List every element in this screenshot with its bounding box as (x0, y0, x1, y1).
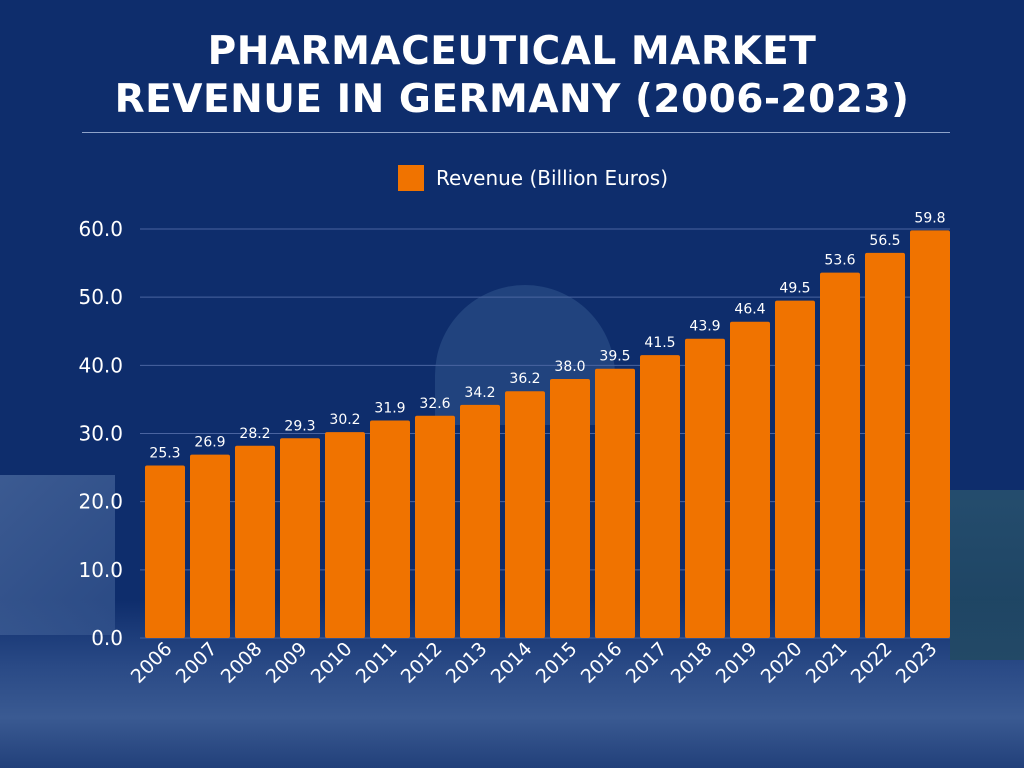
bar (505, 391, 545, 638)
data-label: 26.9 (194, 435, 225, 451)
bar (550, 378, 590, 638)
data-label: 46.4 (734, 302, 765, 318)
y-tick-label: 20.0 (78, 490, 123, 514)
y-tick-label: 60.0 (78, 217, 123, 241)
data-label: 32.6 (419, 396, 450, 412)
x-tick-label: 2009 (262, 638, 312, 688)
x-tick-label: 2023 (892, 638, 942, 688)
data-label: 31.9 (374, 401, 405, 417)
data-label: 49.5 (779, 281, 810, 297)
data-label: 59.8 (914, 210, 945, 226)
y-tick-label: 30.0 (78, 422, 123, 446)
data-label: 39.5 (599, 349, 630, 365)
y-tick-label: 0.0 (91, 626, 123, 650)
bar (280, 438, 320, 638)
bar (730, 321, 770, 638)
data-label: 43.9 (689, 319, 720, 335)
x-tick-label: 2022 (847, 638, 897, 688)
x-tick-label: 2013 (442, 638, 492, 688)
data-label: 28.2 (239, 426, 270, 442)
x-tick-label: 2020 (757, 638, 807, 688)
data-label: 53.6 (824, 253, 855, 269)
bar (595, 368, 635, 638)
data-label: 34.2 (464, 385, 495, 401)
background-photo-trees (950, 490, 1024, 660)
x-tick-label: 2012 (397, 638, 447, 688)
x-tick-label: 2018 (667, 638, 717, 688)
legend-label: Revenue (Billion Euros) (436, 166, 669, 190)
y-tick-label: 40.0 (78, 353, 123, 377)
data-label: 36.2 (509, 371, 540, 387)
title-divider (82, 132, 950, 133)
x-tick-label: 2017 (622, 638, 672, 688)
x-tick-label: 2016 (577, 638, 627, 688)
x-tick-label: 2007 (172, 638, 222, 688)
bar (415, 415, 455, 638)
bar (325, 432, 365, 638)
data-label: 38.0 (554, 359, 585, 375)
bar (820, 272, 860, 638)
data-label: 29.3 (284, 418, 315, 434)
y-tick-label: 10.0 (78, 558, 123, 582)
bar (685, 338, 725, 638)
background-photo-building (0, 475, 115, 635)
x-tick-label: 2006 (127, 638, 177, 688)
bar (865, 252, 905, 638)
bar (370, 420, 410, 638)
bar (640, 355, 680, 638)
y-tick-label: 50.0 (78, 285, 123, 309)
bar (775, 300, 815, 638)
x-tick-label: 2011 (352, 638, 402, 688)
x-tick-label: 2015 (532, 638, 582, 688)
x-tick-label: 2010 (307, 638, 357, 688)
data-label: 56.5 (869, 233, 900, 249)
chart-title-line-2: REVENUE IN GERMANY (2006-2023) (114, 77, 910, 122)
bar (235, 445, 275, 638)
x-tick-label: 2021 (802, 638, 852, 688)
legend-swatch (398, 165, 424, 191)
bar (910, 230, 950, 638)
data-label: 41.5 (644, 335, 675, 351)
x-tick-label: 2008 (217, 638, 267, 688)
bar (190, 454, 230, 638)
x-tick-label: 2019 (712, 638, 762, 688)
x-tick-label: 2014 (487, 638, 537, 688)
data-label: 25.3 (149, 446, 180, 462)
chart-title-line-1: PHARMACEUTICAL MARKET (207, 29, 817, 74)
data-label: 30.2 (329, 412, 360, 428)
bar (145, 465, 185, 638)
bar (460, 404, 500, 638)
